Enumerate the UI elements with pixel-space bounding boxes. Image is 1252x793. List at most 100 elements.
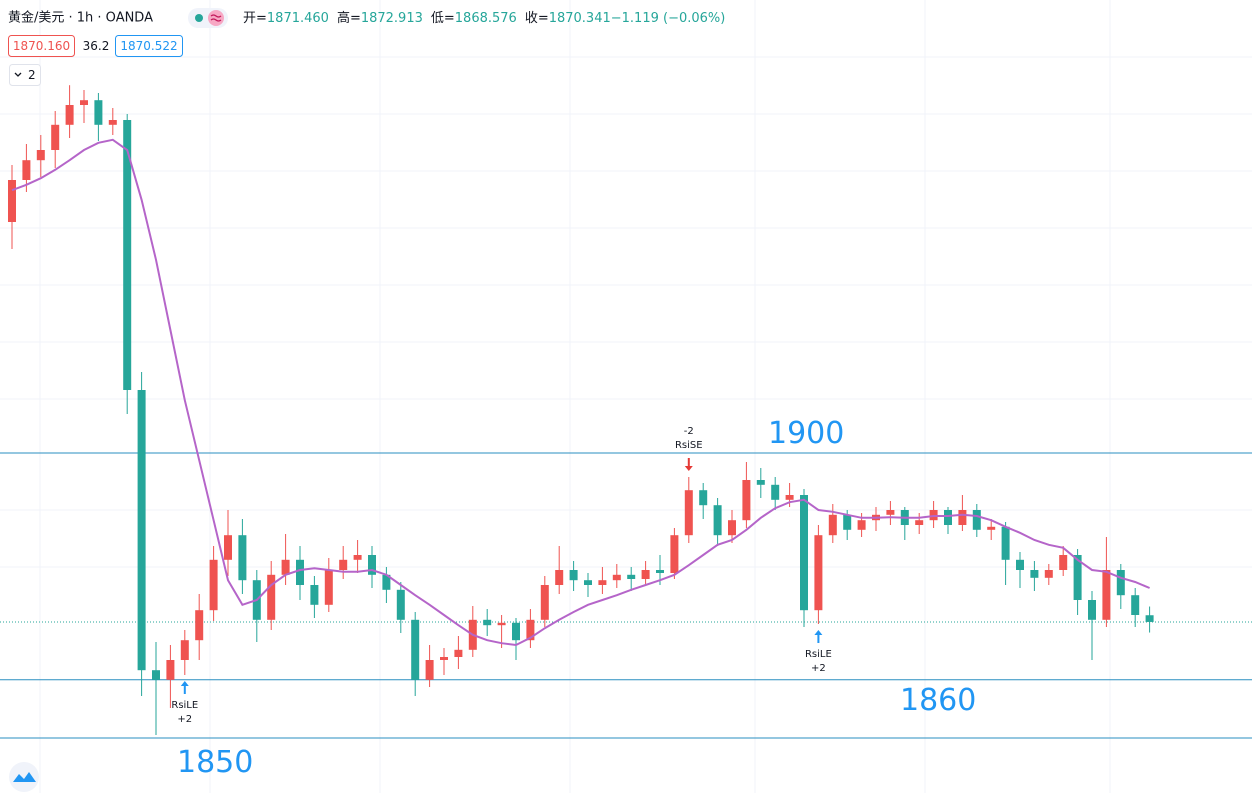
candle-body	[656, 570, 664, 573]
chevron	[14, 72, 22, 77]
signal-qty: +2	[177, 714, 192, 725]
candle-body	[1030, 570, 1039, 578]
candle-body	[598, 580, 607, 585]
candle-body	[512, 622, 520, 641]
candle-body	[555, 570, 564, 585]
candle-body	[1059, 555, 1068, 570]
candle-body	[828, 514, 837, 536]
ohlc-value: 1872.913	[361, 11, 423, 26]
candle-body	[166, 660, 175, 680]
candle-body	[1145, 615, 1154, 622]
signal-name: RsiLE	[805, 649, 832, 660]
candle-body	[483, 619, 492, 626]
candle-body	[137, 390, 146, 671]
ohlc-key: 收=	[525, 11, 549, 26]
candle-body	[886, 510, 895, 515]
logo	[9, 762, 39, 792]
candle-body	[310, 585, 319, 605]
candle-body	[51, 124, 60, 150]
short-arrow	[684, 458, 693, 471]
spread: 36.2	[83, 39, 110, 53]
candle-body	[281, 559, 290, 575]
candle-body	[1073, 555, 1082, 600]
candle-body	[238, 535, 247, 581]
candle-body	[958, 510, 967, 525]
candle-body	[526, 619, 535, 641]
candle-body	[324, 570, 333, 605]
candle-body	[944, 510, 952, 525]
candle-body	[440, 657, 448, 660]
candle-body	[843, 514, 852, 530]
candle-body	[339, 559, 348, 570]
candle-body	[108, 120, 117, 125]
candle-body	[1088, 600, 1096, 620]
candle-body	[36, 150, 45, 161]
candle-body	[65, 105, 74, 125]
signal-name: RsiSE	[675, 440, 703, 451]
buy-box[interactable]	[115, 35, 183, 57]
ohlc-legend: 开=1871.460 高=1872.913 低=1868.576 收=1870.341…	[243, 10, 725, 26]
candle-body	[123, 120, 132, 390]
candle-body	[368, 555, 376, 575]
candle-body	[699, 490, 708, 506]
header: 黄金/美元 · 1h · OANDA 开=1871.460 高=1872.913 低…	[8, 8, 725, 86]
candle-body	[987, 526, 996, 530]
candle-body	[1001, 526, 1010, 560]
candle-body	[396, 589, 405, 620]
candle-body	[771, 484, 780, 500]
candle-body	[742, 480, 751, 521]
candle-body	[411, 619, 420, 680]
candle-body	[584, 580, 592, 585]
candle-body	[670, 535, 679, 573]
candle-body	[1102, 570, 1111, 620]
sell-price[interactable]: 1870.160	[13, 39, 70, 53]
candle-body	[1116, 570, 1125, 596]
indicator-count: 2	[28, 68, 36, 82]
sell-box[interactable]	[8, 35, 75, 57]
ohlc-value: 1868.576	[455, 11, 517, 26]
candle-body	[1044, 570, 1053, 578]
signal-qty: -2	[684, 426, 694, 437]
moving-average	[11, 138, 1150, 647]
ohlc-key: 开=	[243, 11, 267, 26]
buy-price[interactable]: 1870.522	[120, 39, 177, 53]
candle-body	[569, 570, 578, 581]
ohlc-key: 低=	[431, 11, 455, 26]
candle-body	[540, 585, 549, 620]
ohlc-key: 高=	[337, 10, 361, 26]
candle-body	[296, 559, 304, 585]
candle-body	[497, 622, 506, 626]
candle-body	[209, 559, 218, 611]
indicator-toggle[interactable]	[9, 64, 41, 86]
signal-name: RsiLE	[171, 700, 198, 711]
candle-body	[353, 555, 362, 560]
ohlc-value: 1871.460	[267, 11, 329, 26]
candle-body	[80, 100, 88, 105]
level-label: 1900	[768, 416, 844, 451]
candle-body	[785, 495, 794, 500]
status-dot	[195, 14, 203, 22]
level-label: 1850	[177, 745, 253, 780]
candle-body	[713, 505, 722, 536]
chart-title: 黄金/美元 · 1h · OANDA	[8, 10, 153, 26]
candle-body	[267, 574, 276, 620]
candle-body	[454, 649, 463, 657]
ohlc-value: 1870.341	[549, 11, 611, 26]
candle-body	[152, 670, 160, 680]
ohlc-value: −1.119 (−0.06%)	[611, 11, 726, 26]
signal-qty: +2	[811, 663, 826, 674]
candle-body	[22, 160, 31, 180]
candle-body	[612, 574, 621, 581]
level-label: 1860	[900, 683, 976, 718]
candle-body	[94, 100, 103, 125]
candle-body	[972, 510, 981, 530]
candle-body	[641, 570, 650, 579]
long-arrow	[180, 681, 189, 694]
status-icon	[208, 10, 224, 26]
candle-body	[800, 495, 808, 611]
long-arrow	[814, 630, 823, 643]
plot-area: 1900 1860 1850 RsiLE +2 -2 RsiSE RsiLE +2	[0, 85, 1252, 780]
